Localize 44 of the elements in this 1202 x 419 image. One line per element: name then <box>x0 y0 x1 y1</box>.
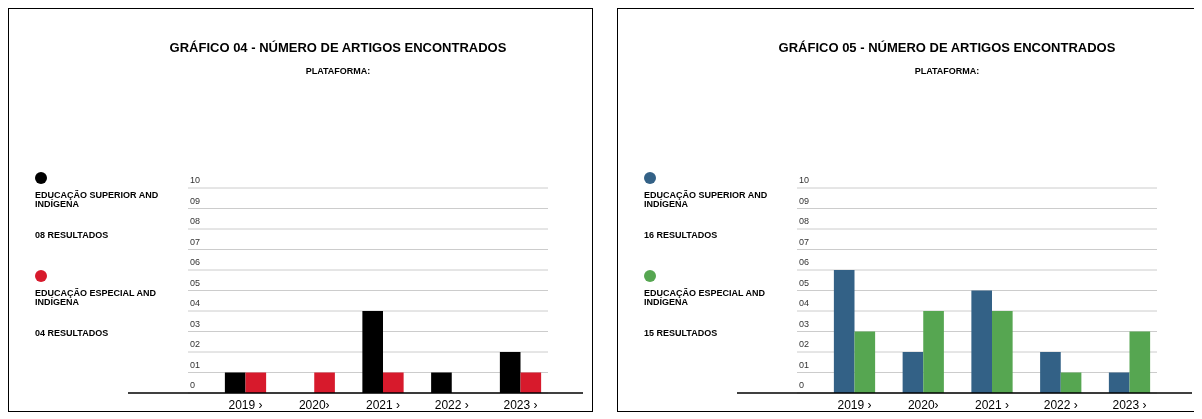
x-tick-label: 2019 › <box>837 398 872 412</box>
chart-title: GRÁFICO 04 - NÚMERO DE ARTIGOS ENCONTRADOS <box>169 40 507 55</box>
y-tick-label: 06 <box>799 257 810 267</box>
chart-subtitle: PLATAFORMA: <box>914 66 980 76</box>
text: 15 RESULTADOS <box>644 328 718 338</box>
y-tick-label: 02 <box>799 339 810 349</box>
x-tick-label: 2023 › <box>503 398 538 412</box>
x-tick-label: 2021 › <box>365 398 401 412</box>
y-tick-label: 01 <box>799 359 810 370</box>
y-tick-label: 04 <box>799 298 810 308</box>
y-tick-label: 0 <box>799 380 805 390</box>
y-tick-label: 03 <box>190 318 201 329</box>
y-tick-label: 07 <box>190 236 201 247</box>
y-tick-label: 08 <box>190 216 201 226</box>
y-tick-label: 02 <box>190 339 201 349</box>
chart-title: GRÁFICO 05 - NÚMERO DE ARTIGOS ENCONTRADOS <box>778 40 1116 55</box>
text: 04 RESULTADOS <box>35 328 109 338</box>
y-tick-label: 08 <box>799 216 810 226</box>
y-tick-label: 09 <box>190 195 201 206</box>
y-tick-label: 09 <box>799 195 810 206</box>
y-tick-label: 10 <box>799 175 810 185</box>
y-tick-label: 03 <box>799 318 810 329</box>
x-tick-label: 2021 › <box>974 398 1010 412</box>
x-tick-label: 2022 › <box>1043 398 1078 412</box>
x-tick-label: 2020› <box>298 398 330 412</box>
y-tick-label: 05 <box>799 277 810 288</box>
legend-label: EDUCAÇÃO ESPECIAL AND INDÍGENA <box>644 288 766 307</box>
y-tick-label: 01 <box>190 359 201 370</box>
chart-subtitle: PLATAFORMA: <box>305 66 371 76</box>
y-tick-label: 0 <box>190 380 196 390</box>
x-tick-label: 2023 › <box>1112 398 1147 412</box>
x-tick-label: 2019 › <box>228 398 263 412</box>
legend-label: EDUCAÇÃO SUPERIOR AND INDÍGENA <box>35 190 159 209</box>
y-tick-label: 06 <box>190 257 201 267</box>
y-tick-label: 04 <box>190 298 201 308</box>
legend-label: EDUCAÇÃO ESPECIAL AND INDÍGENA <box>35 288 157 307</box>
y-tick-label: 07 <box>799 236 810 247</box>
y-tick-label: 05 <box>190 277 201 288</box>
x-tick-label: 2022 › <box>434 398 469 412</box>
text: 08 RESULTADOS <box>35 230 109 240</box>
x-tick-label: 2020› <box>907 398 939 412</box>
text: 16 RESULTADOS <box>644 230 718 240</box>
y-tick-label: 10 <box>190 175 201 185</box>
legend-label: EDUCAÇÃO SUPERIOR AND INDÍGENA <box>644 190 768 209</box>
